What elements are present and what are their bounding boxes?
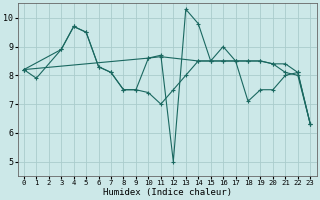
X-axis label: Humidex (Indice chaleur): Humidex (Indice chaleur)	[103, 188, 232, 197]
